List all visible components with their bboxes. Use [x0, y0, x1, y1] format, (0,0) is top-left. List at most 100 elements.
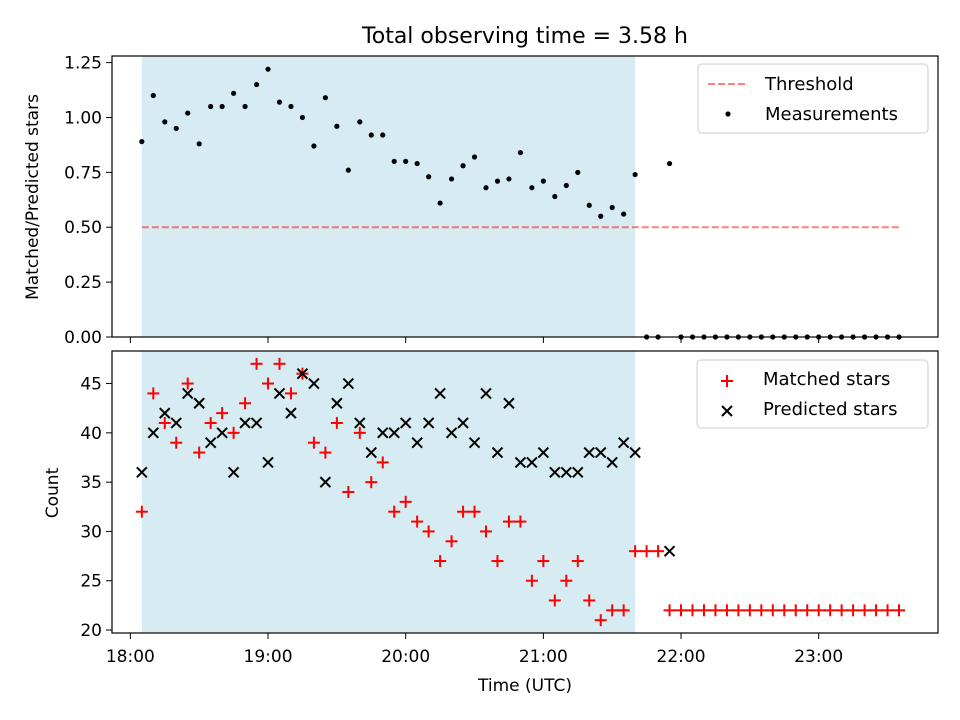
predicted-star-point: [411, 436, 423, 449]
measurement-point: [322, 95, 328, 101]
measurement-point: [666, 160, 673, 167]
ratio-plot-frame: [111, 55, 939, 338]
matched-star-point: [548, 594, 561, 607]
matched-star-point: [353, 426, 366, 439]
predicted-star-point: [193, 397, 205, 409]
matched-star-point: [835, 604, 848, 617]
matched-star-point: [709, 604, 722, 617]
counts-y-axis: 20 25 30 35 40 45: [80, 375, 112, 641]
predicted-star-point: [216, 427, 228, 439]
matched-star-point: [560, 574, 573, 587]
predicted-star-point: [285, 407, 297, 419]
ratio-panel: 0.00 0.25 0.50 0.75 1.00 1.25 Matched/Predict…: [23, 54, 939, 348]
x-tick-label: 21:00: [519, 647, 568, 667]
predicted-star-point: [663, 545, 676, 557]
predicted-star-point: [136, 466, 148, 478]
ratio-legend: Threshold Measurements: [697, 63, 929, 134]
predicted-star-point: [399, 417, 412, 429]
predicted-star-point: [365, 446, 377, 459]
predicted-star-point: [342, 377, 355, 390]
counts-y-tick-label: 20: [80, 621, 102, 641]
matched-star-point: [158, 416, 171, 429]
measurement-point: [506, 176, 512, 182]
x-axis-label: Time (UTC): [477, 676, 572, 696]
matched-star-point: [640, 545, 653, 558]
counts-y-tick-label: 40: [80, 424, 102, 444]
ratio-x-tick-marks: [129, 337, 820, 343]
matched-star-point: [411, 515, 424, 528]
measurement-point: [299, 114, 306, 121]
matched-star-point: [170, 436, 183, 449]
predicted-star-point: [503, 397, 515, 409]
measurement-point: [242, 103, 248, 110]
x-tick-label: 18:00: [106, 647, 155, 667]
matched-star-point: [525, 574, 538, 587]
predicted-star-point: [526, 456, 538, 469]
measurement-point: [632, 171, 638, 178]
matched-star-point: [284, 387, 297, 400]
matched-star-point: [812, 604, 825, 617]
matched-star-point: [629, 545, 642, 558]
predicted-star-point: [159, 407, 171, 419]
measurement-point: [609, 204, 615, 211]
legend-measurements-swatch: [725, 111, 731, 117]
matched-star-point: [732, 604, 745, 617]
measurement-point: [575, 169, 581, 175]
predicted-star-point: [262, 456, 274, 469]
predicted-star-point: [549, 466, 561, 478]
matched-star-point: [594, 614, 607, 627]
ratio-series-layer: [139, 66, 902, 340]
matched-star-point: [755, 604, 768, 617]
measurement-point: [219, 103, 225, 110]
legend-predicted-swatch: [721, 405, 733, 417]
measurement-point: [426, 174, 432, 180]
x-tick-label: 20:00: [381, 647, 430, 667]
ratio-y-tick-label: 0.25: [64, 273, 102, 293]
counts-y-tick-label: 35: [80, 473, 102, 493]
legend-measurements-label: Measurements: [765, 104, 898, 125]
counts-series-layer: [135, 357, 905, 627]
measurement-point: [173, 125, 179, 132]
legend-matched-label: Matched stars: [763, 369, 890, 390]
matched-star-point: [881, 604, 894, 617]
matched-star-point: [135, 505, 148, 518]
measurement-point: [494, 178, 501, 184]
measurement-point: [265, 66, 271, 72]
matched-star-point: [319, 446, 332, 459]
measurement-point: [357, 119, 363, 125]
measurement-point: [586, 202, 592, 208]
measurement-point: [253, 81, 260, 88]
matched-star-point: [892, 604, 905, 617]
predicted-star-point: [514, 456, 527, 469]
matched-star-point: [720, 604, 733, 617]
matched-star-point: [468, 505, 481, 518]
measurement-point: [196, 141, 202, 147]
measurement-point: [150, 92, 156, 99]
measurement-point: [598, 213, 604, 219]
matched-star-point: [239, 397, 252, 410]
ratio-y-axis: 0.00 0.25 0.50 0.75 1.00 1.25: [64, 54, 112, 348]
matched-star-point: [216, 407, 229, 420]
matched-star-point: [617, 604, 630, 617]
ratio-y-tick-label: 0.75: [64, 163, 102, 183]
predicted-star-point: [606, 456, 618, 469]
observing-window-shade-lower: [141, 351, 636, 633]
matched-star-point: [686, 604, 699, 617]
counts-plot-frame: [111, 350, 939, 634]
counts-y-tick-label: 25: [80, 572, 102, 592]
measurement-point: [208, 103, 214, 110]
measurement-point: [162, 119, 168, 125]
predicted-star-point: [388, 427, 400, 439]
measurement-point: [380, 132, 386, 138]
counts-legend-box: [696, 359, 929, 429]
predicted-star-point: [537, 446, 550, 459]
measurement-point: [552, 193, 558, 200]
matched-star-point: [743, 604, 756, 617]
matched-star-point: [342, 486, 355, 498]
matched-star-point: [766, 604, 779, 617]
predicted-star-point: [422, 417, 435, 429]
matched-star-point: [445, 535, 458, 548]
matched-star-point: [675, 604, 688, 617]
matched-star-point: [181, 377, 194, 390]
matched-star-point: [778, 604, 791, 617]
